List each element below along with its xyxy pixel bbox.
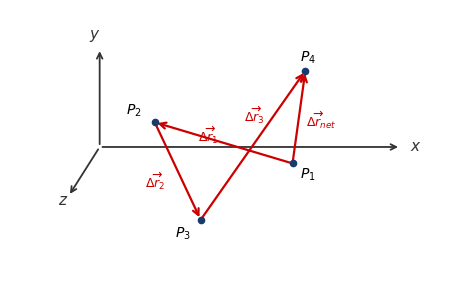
Text: $P_1$: $P_1$ <box>300 167 316 183</box>
Text: $P_2$: $P_2$ <box>126 103 142 119</box>
Text: $P_4$: $P_4$ <box>300 49 316 66</box>
Text: $y$: $y$ <box>90 28 101 44</box>
Text: $P_3$: $P_3$ <box>175 226 191 242</box>
Text: $\Delta\overrightarrow{r}_3$: $\Delta\overrightarrow{r}_3$ <box>244 105 264 126</box>
Text: $\Delta\overrightarrow{r}_1$: $\Delta\overrightarrow{r}_1$ <box>198 125 219 146</box>
Text: $\Delta\overrightarrow{r}_2$: $\Delta\overrightarrow{r}_2$ <box>145 170 165 192</box>
Text: $z$: $z$ <box>58 193 68 209</box>
Text: $\Delta\overrightarrow{r}_{net}$: $\Delta\overrightarrow{r}_{net}$ <box>306 109 337 131</box>
Text: $x$: $x$ <box>410 139 421 154</box>
